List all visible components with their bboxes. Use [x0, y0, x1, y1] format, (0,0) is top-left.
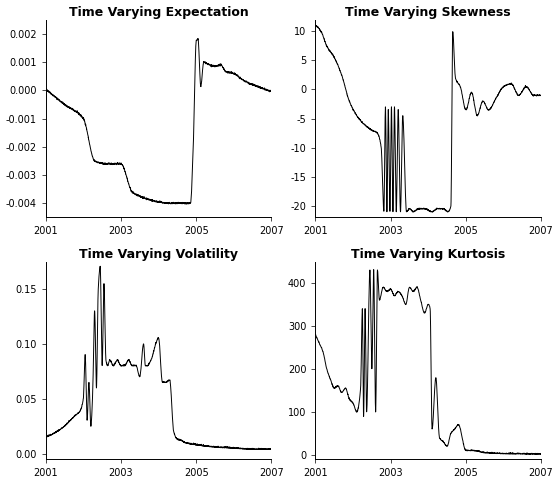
- Title: Time Varying Expectation: Time Varying Expectation: [69, 5, 248, 18]
- Title: Time Varying Skewness: Time Varying Skewness: [345, 5, 511, 18]
- Title: Time Varying Kurtosis: Time Varying Kurtosis: [351, 247, 505, 260]
- Title: Time Varying Volatility: Time Varying Volatility: [79, 247, 238, 260]
